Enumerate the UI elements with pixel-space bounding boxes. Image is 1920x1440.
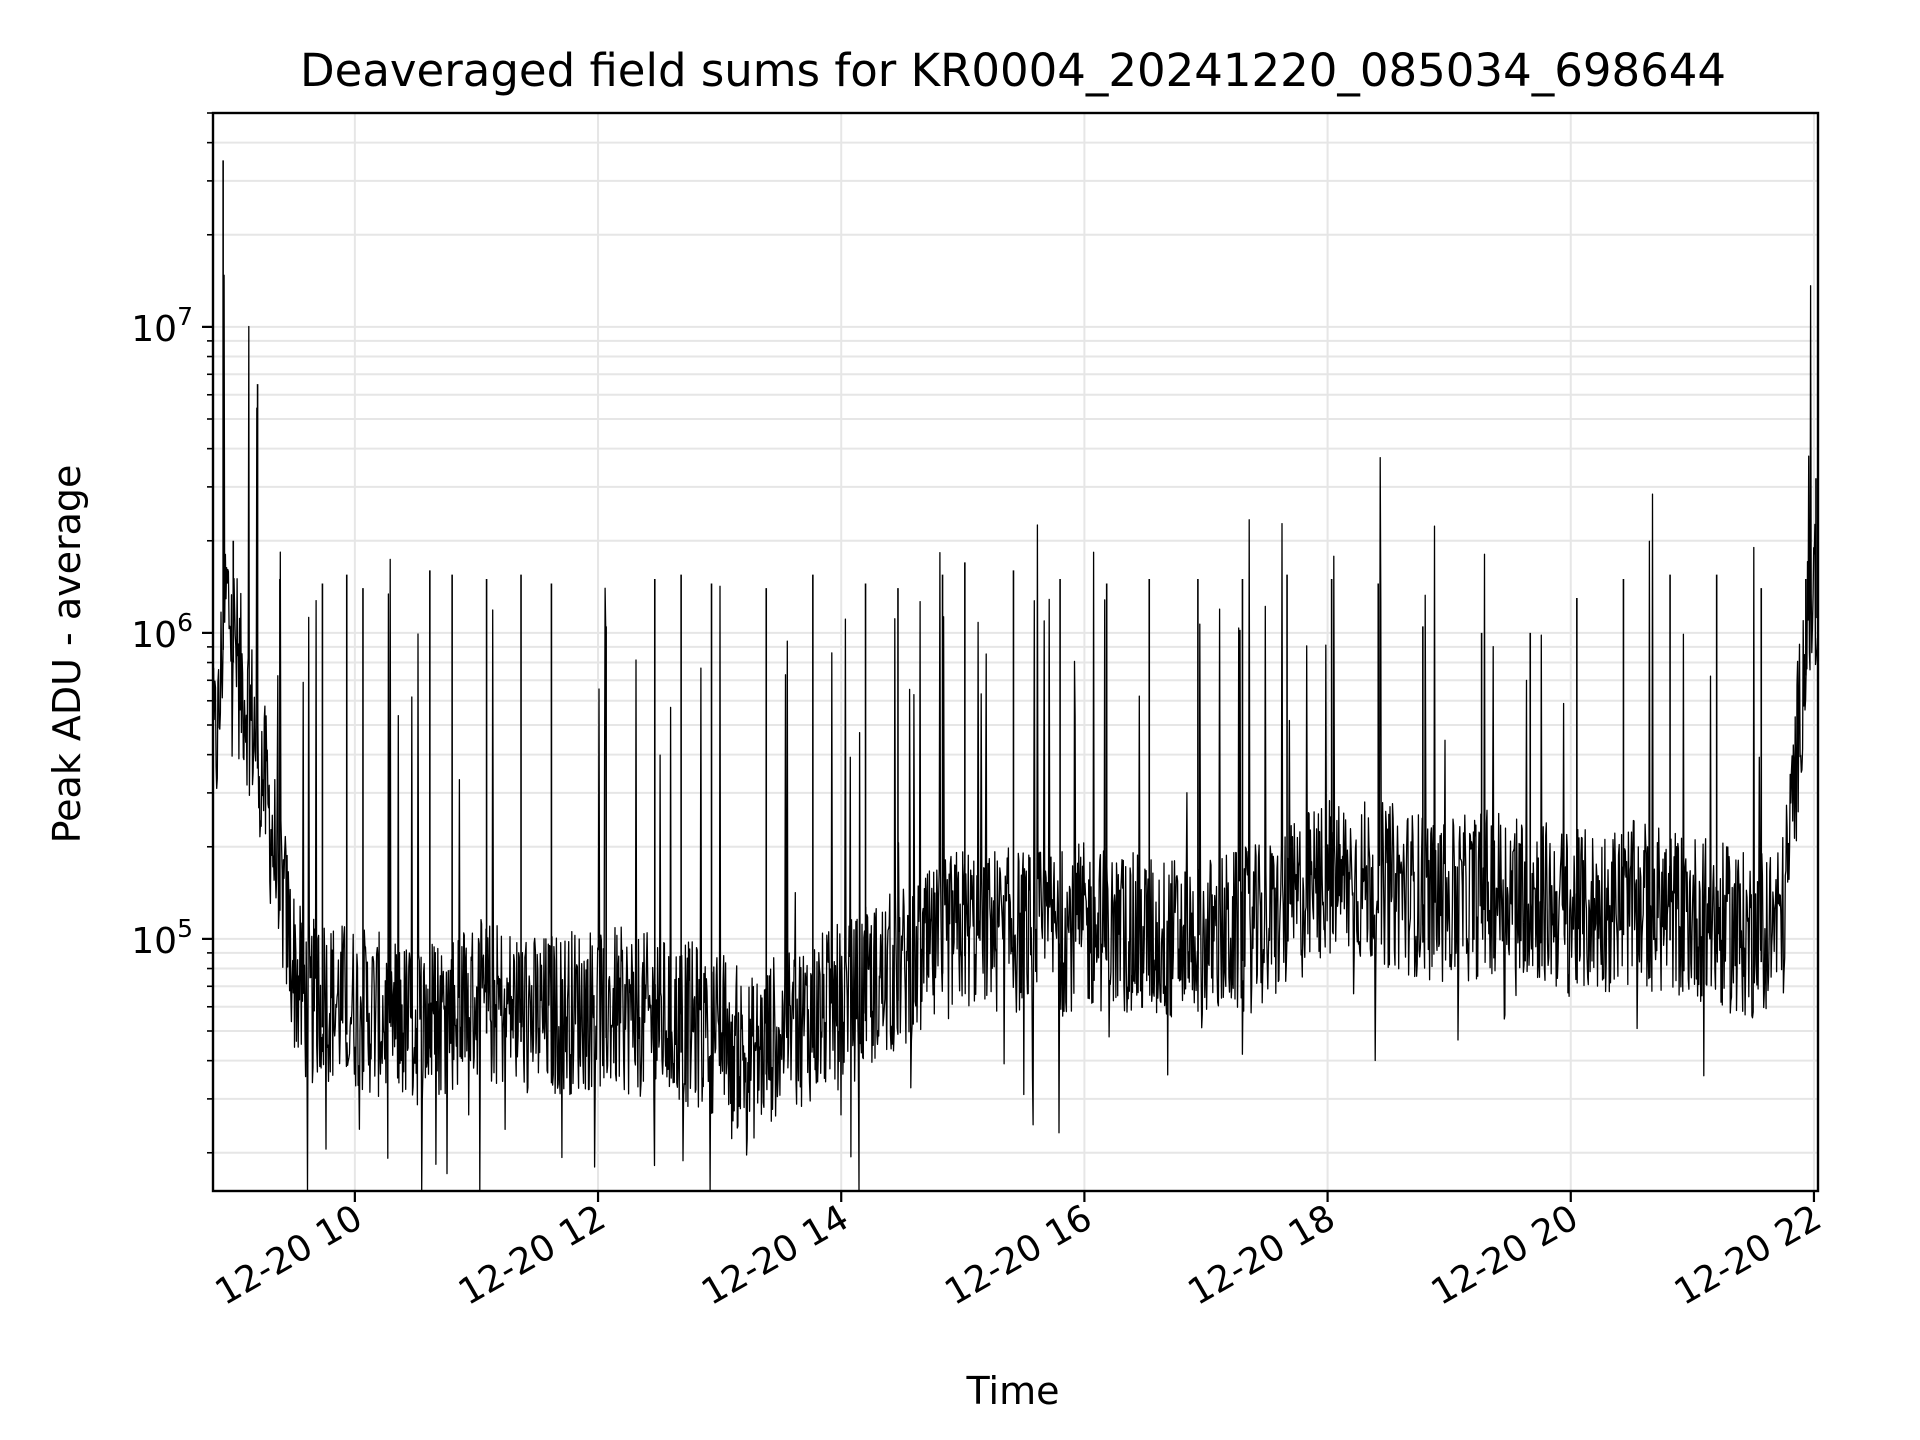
y-tick-label: 106 (131, 608, 193, 656)
series-line (213, 274, 1818, 1191)
y-axis-label: Peak ADU - average (45, 465, 89, 844)
y-tick-label: 107 (131, 302, 193, 350)
y-tick-label: 105 (131, 914, 193, 962)
chart-title: Deaveraged field sums for KR0004_2024122… (300, 44, 1726, 97)
axes (211, 111, 1820, 1193)
x-axis-label: Time (966, 1369, 1060, 1413)
y-axis: 105 106 107 (131, 112, 213, 1154)
plot-area (213, 160, 1818, 1191)
plot-frame (211, 111, 1820, 1193)
